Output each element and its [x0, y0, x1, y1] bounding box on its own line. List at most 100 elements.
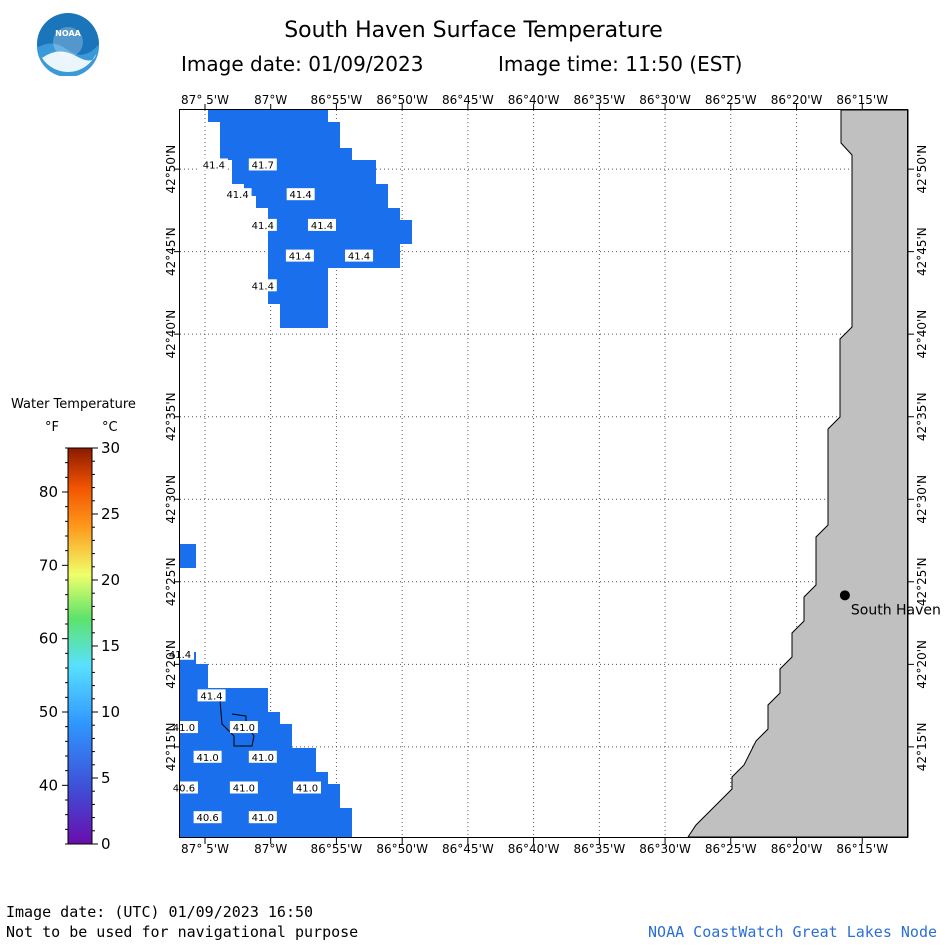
lon-label-top: 86°45'W [442, 93, 494, 107]
image-time: Image time: 11:50 (EST) [498, 52, 743, 76]
lat-label-left: 42°35'N [164, 392, 178, 441]
temp-label: 41.4 [348, 252, 370, 263]
noaa-logo: NOAA [37, 13, 100, 76]
lat-label-left: 42°30'N [164, 475, 178, 524]
temp-label-bg [285, 249, 314, 262]
water-temperature-cells [180, 110, 412, 837]
lon-label-bottom: 87° 5'W [181, 842, 229, 856]
lon-label-top: 86°55'W [311, 93, 363, 107]
temp-label-bg [197, 689, 226, 702]
axis-labels: 87° 5'W 87° 5'W 87°W 87°W 86°55'W 86°55'W 86°5… [164, 93, 929, 856]
lon-label-top: 86°50'W [376, 93, 428, 107]
lat-label-right: 42°45'N [915, 227, 929, 276]
legend-c-tick: 25 [101, 505, 120, 523]
temp-label-bg [307, 218, 336, 231]
legend-f-tick: 70 [39, 556, 58, 574]
temp-label-bg [193, 750, 222, 763]
legend-f-unit: °F [45, 420, 59, 435]
temp-label-bg [345, 249, 374, 262]
land-mass [687, 109, 909, 838]
lon-label-top: 86°40'W [508, 93, 560, 107]
legend-f-tick: 40 [39, 776, 58, 794]
contour-line [219, 699, 255, 747]
temp-label-bg [199, 158, 228, 171]
lon-label-top: 87°W [254, 93, 287, 107]
temp-label: 40.6 [173, 783, 195, 794]
lat-label-left: 42°45'N [164, 227, 178, 276]
temperature-labels: 41.4 41.7 41.4 41.4 41.4 41.4 41.4 41.4 41.4 41.4… [166, 158, 374, 824]
temp-label-bg [169, 721, 198, 734]
lon-label-bottom: 86°30'W [639, 842, 691, 856]
temp-label: 41.0 [233, 723, 255, 734]
graticule [180, 110, 908, 838]
temp-label: 41.0 [196, 753, 218, 764]
temp-label: 41.0 [233, 783, 255, 794]
legend-f-tick: 80 [39, 483, 58, 501]
lat-label-right: 42°40'N [915, 310, 929, 359]
lon-label-bottom: 86°20'W [771, 842, 823, 856]
lat-label-right: 42°25'N [915, 557, 929, 606]
temp-label: 41.0 [296, 783, 318, 794]
lon-label-top: 87° 5'W [181, 93, 229, 107]
temp-label-bg [248, 811, 277, 824]
water-region-1 [180, 544, 196, 568]
temp-label-bg [229, 781, 258, 794]
legend-c-tick: 0 [101, 835, 111, 853]
disclaimer: Not to be used for navigational purpose [6, 923, 359, 941]
temp-label: 41.0 [252, 753, 274, 764]
legend-c-tick: 30 [101, 440, 120, 457]
temp-label-bg [248, 750, 277, 763]
temp-label-bg [248, 158, 277, 171]
lon-label-top: 86°20'W [771, 93, 823, 107]
lon-label-top: 86°15'W [836, 93, 888, 107]
temp-label-bg [286, 188, 315, 201]
credit-link[interactable]: NOAA CoastWatch Great Lakes Node [648, 923, 937, 941]
svg-text:NOAA: NOAA [55, 29, 81, 38]
lat-label-right: 42°20'N [915, 640, 929, 689]
lat-label-right: 42°15'N [915, 722, 929, 771]
shoreline-land [687, 109, 909, 838]
temp-label: 41.4 [252, 221, 274, 232]
legend-c-tick: 5 [101, 769, 111, 787]
lat-label-right: 42°35'N [915, 392, 929, 441]
temp-label: 40.6 [196, 813, 218, 824]
lon-label-bottom: 86°45'W [442, 842, 494, 856]
temp-label: 41.4 [290, 190, 312, 201]
lon-label-top: 86°35'W [574, 93, 626, 107]
lat-label-right: 42°30'N [915, 475, 929, 524]
legend-c-tick: 15 [101, 637, 120, 655]
legend-c-tick: 10 [101, 703, 120, 721]
utc-date: Image date: (UTC) 01/09/2023 16:50 [6, 903, 314, 921]
temp-label: 41.4 [311, 221, 333, 232]
temp-label: 41.4 [289, 252, 311, 263]
lat-label-left: 42°40'N [164, 310, 178, 359]
legend-c-tick: 20 [101, 571, 120, 589]
lon-label-bottom: 86°50'W [376, 842, 428, 856]
temp-label: 41.4 [200, 691, 222, 702]
temp-label-bg [193, 811, 222, 824]
temp-label-bg [229, 721, 258, 734]
lon-label-bottom: 86°35'W [574, 842, 626, 856]
lat-label-left: 42°25'N [164, 557, 178, 606]
temp-label: 41.4 [252, 281, 274, 292]
lat-label-left: 42°20'N [164, 640, 178, 689]
legend-f-tick: 60 [39, 630, 58, 648]
temp-label: 41.4 [226, 190, 248, 201]
temp-label: 41.4 [203, 160, 225, 171]
page-title: South Haven Surface Temperature [284, 18, 663, 43]
lon-label-bottom: 86°15'W [836, 842, 888, 856]
image-date: Image date: 01/09/2023 [181, 52, 424, 76]
temp-label-bg [248, 279, 277, 292]
water-region-2 [180, 652, 352, 837]
city-marker-icon [839, 590, 850, 601]
legend-title: Water Temperature [11, 397, 136, 412]
temp-label: 41.0 [252, 813, 274, 824]
lon-label-bottom: 86°25'W [705, 842, 757, 856]
temp-label-bg [248, 218, 277, 231]
legend-c-unit: °C [102, 420, 118, 435]
lon-label-bottom: 87°W [254, 842, 287, 856]
temp-label: 41.7 [252, 160, 274, 171]
lat-label-left: 42°50'N [164, 145, 178, 194]
temp-label-bg [223, 188, 252, 201]
